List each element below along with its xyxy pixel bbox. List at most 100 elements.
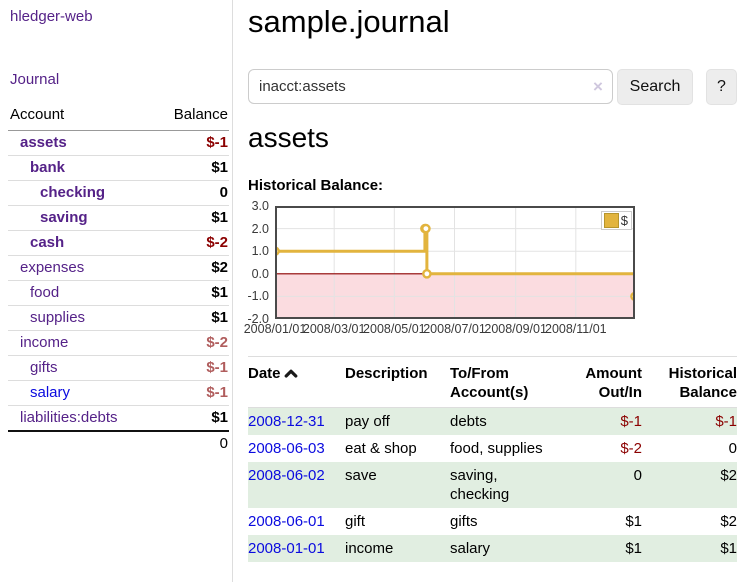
clear-search-icon[interactable]: × — [593, 77, 603, 96]
transaction-balance: $-1 — [715, 413, 737, 430]
account-balance: $-1 — [153, 355, 229, 381]
account-balance: $1 — [153, 205, 229, 231]
transaction-accounts: salary — [450, 540, 491, 557]
account-link[interactable]: checking — [40, 184, 106, 201]
y-axis-tick-label: 2.0 — [251, 221, 269, 236]
account-row: income $-2 — [8, 330, 229, 356]
account-link[interactable]: food — [30, 284, 60, 301]
legend-swatch-icon — [603, 213, 619, 228]
transaction-accounts: saving, checking — [450, 467, 510, 503]
page-title: sample.journal — [248, 4, 450, 39]
account-row: expenses $2 — [8, 255, 229, 281]
account-link[interactable]: saving — [40, 209, 88, 226]
transaction-description: eat & shop — [345, 440, 417, 457]
search-input[interactable] — [248, 69, 613, 104]
register-header-description: Description — [345, 356, 450, 408]
accounts-header-balance: Balance — [153, 102, 229, 131]
transaction-date-link[interactable]: 2008-06-03 — [248, 440, 325, 457]
transaction-description: income — [345, 540, 394, 557]
register-header-row: Date Description To/From Account(s) Amou… — [248, 356, 737, 408]
help-button[interactable]: ? — [706, 69, 737, 105]
register-row: 2008-01-01 income salary $1 $1 — [248, 535, 737, 562]
register-header-date[interactable]: Date — [248, 356, 345, 408]
register-header-accounts: To/From Account(s) — [450, 356, 558, 408]
y-axis-tick-label: 1.0 — [251, 244, 269, 259]
transaction-date-link[interactable]: 2008-06-02 — [248, 467, 325, 484]
y-axis-tick-label: -1.0 — [247, 289, 269, 304]
transaction-description: save — [345, 467, 377, 484]
balance-chart[interactable]: 3.0 2.0 1.0 0.0 -1.0 -2.0 2008/01/01 2008/03/0… — [240, 198, 742, 343]
account-link[interactable]: salary — [30, 384, 71, 401]
x-axis-tick-label: 2008/05/01 — [363, 322, 426, 336]
transaction-description: pay off — [345, 413, 390, 430]
sidebar-item-journal[interactable]: Journal — [10, 71, 60, 88]
account-row: saving $1 — [8, 205, 229, 231]
account-row: cash $-2 — [8, 230, 229, 256]
chart-plot-area[interactable] — [275, 206, 635, 319]
transaction-balance: $2 — [720, 513, 737, 530]
account-balance: 0 — [153, 180, 229, 206]
chart-legend: $ — [600, 211, 632, 230]
account-link[interactable]: cash — [30, 234, 65, 251]
account-link[interactable]: expenses — [20, 259, 85, 276]
transaction-date-link[interactable]: 2008-12-31 — [248, 413, 325, 430]
account-row: supplies $1 — [8, 305, 229, 331]
data-point-marker[interactable] — [421, 223, 431, 234]
register-row: 2008-06-02 save saving, checking 0 $2 — [248, 462, 737, 508]
x-axis-tick-label: 2008/01/01 — [243, 322, 307, 336]
transaction-accounts: gifts — [450, 513, 478, 530]
account-link[interactable]: liabilities:debts — [20, 409, 118, 426]
account-balance: $1 — [153, 305, 229, 331]
app-title-link[interactable]: hledger-web — [10, 8, 93, 25]
account-balance: $1 — [153, 155, 229, 181]
transaction-amount: $-2 — [620, 440, 642, 457]
accounts-total-row: 0 — [8, 430, 229, 456]
account-balance: $-1 — [206, 134, 228, 151]
account-balance: $-1 — [153, 380, 229, 406]
transaction-accounts: food, supplies — [450, 440, 543, 457]
account-row: liabilities:debts $1 — [8, 405, 229, 431]
accounts-header-account: Account — [8, 102, 154, 131]
account-link[interactable]: assets — [20, 134, 67, 151]
accounts-total-value: 0 — [153, 430, 229, 456]
accounts-table-header: Account Balance — [8, 102, 229, 131]
x-axis-tick-label: 2008/03/01 — [302, 322, 366, 336]
transaction-date-link[interactable]: 2008-01-01 — [248, 540, 325, 557]
account-row: salary $-1 — [8, 380, 229, 406]
account-balance: $2 — [153, 255, 229, 281]
sort-ascending-icon — [284, 369, 297, 378]
account-balance: $1 — [153, 280, 229, 306]
transaction-amount: 0 — [633, 467, 642, 484]
transaction-amount: $1 — [625, 513, 642, 530]
account-link[interactable]: bank — [30, 159, 66, 176]
account-link[interactable]: income — [20, 334, 69, 351]
y-axis-tick-label: 0.0 — [251, 266, 269, 281]
transaction-balance: $1 — [720, 540, 737, 557]
data-point-marker[interactable] — [422, 269, 432, 279]
register-table: Date Description To/From Account(s) Amou… — [248, 356, 737, 562]
register-row: 2008-12-31 pay off debts $-1 $-1 — [248, 407, 737, 435]
legend-label: $ — [620, 213, 628, 228]
account-row: bank $1 — [8, 155, 229, 181]
sidebar: hledger-web Journal Account Balance asse… — [0, 0, 233, 582]
y-axis-tick-label: -2.0 — [247, 312, 269, 326]
account-row: checking 0 — [8, 180, 229, 206]
x-axis-tick-label: 2008/09/01 — [484, 322, 547, 336]
transaction-amount: $1 — [625, 540, 642, 557]
transaction-date-link[interactable]: 2008-06-01 — [248, 513, 325, 530]
register-row: 2008-06-03 eat & shop food, supplies $-2… — [248, 435, 737, 462]
transaction-accounts: debts — [450, 413, 487, 430]
transaction-description: gift — [345, 513, 366, 530]
y-axis-tick-label: 3.0 — [251, 199, 269, 213]
account-link[interactable]: supplies — [30, 309, 86, 326]
account-link[interactable]: gifts — [30, 359, 58, 376]
transaction-balance: 0 — [728, 440, 737, 457]
x-axis-tick-label: 2008/11/01 — [544, 322, 607, 336]
account-balance: $1 — [153, 405, 229, 431]
account-row: gifts $-1 — [8, 355, 229, 381]
search-button[interactable]: Search — [617, 69, 693, 105]
register-row: 2008-06-01 gift gifts $1 $2 — [248, 508, 737, 535]
transaction-balance: $2 — [720, 467, 737, 484]
account-heading: assets — [248, 122, 329, 153]
chart-border — [275, 206, 635, 319]
